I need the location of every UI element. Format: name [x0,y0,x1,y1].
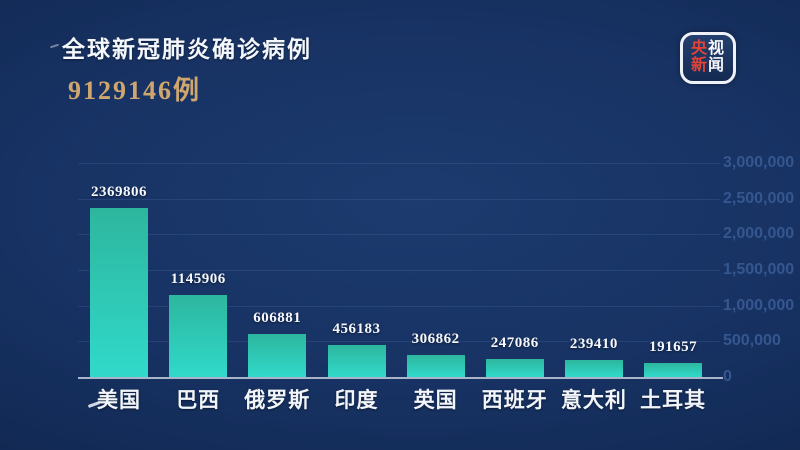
logo-line-1: 央 视 [690,40,726,58]
cctv-news-logo: 央 视 新 闻 [680,32,736,84]
logo-char: 央 [690,40,708,58]
gridline [78,305,720,307]
x-axis-label: 土耳其 [640,389,707,412]
logo-char: 视 [708,40,726,58]
bar-意大利 [564,359,623,377]
y-axis-tick-label: 500,000 [723,332,781,350]
watermark-artifact [49,43,60,49]
bar-土耳其 [644,363,703,377]
x-axis-label: 俄罗斯 [244,389,311,412]
y-axis-tick-label: 1,000,000 [723,296,795,314]
bar-英国 [406,355,465,377]
y-axis-tick-label: 2,000,000 [723,225,795,243]
bar-value-label: 191657 [649,339,698,356]
x-axis-label: 巴西 [176,389,221,412]
bar-美国 [90,208,148,377]
page-title: 全球新冠肺炎确诊病例 [62,36,312,62]
bar-value-label: 2369806 [91,184,147,200]
x-axis-label: 西班牙 [481,389,548,412]
x-axis-line [78,377,723,379]
gridline [78,234,720,236]
bar-印度 [327,344,386,377]
bar-value-label: 239410 [569,335,618,352]
logo-char: 新 [690,57,708,74]
x-axis-label: 美国 [97,389,141,412]
x-axis-label: 英国 [413,389,458,412]
gridline [78,341,720,343]
gridline [78,270,720,271]
gridline [78,198,720,200]
bar-value-label: 306862 [411,331,460,348]
bar-value-label: 606881 [253,309,302,326]
y-axis-tick-label: 1,500,000 [723,261,795,278]
y-axis-tick-label: 0 [723,368,732,385]
bar-value-label: 456183 [332,320,381,337]
logo-line-2: 新 闻 [690,57,726,75]
bar-value-label: 1145906 [170,271,226,288]
bar-西班牙 [485,359,544,377]
x-axis-label: 意大利 [560,389,627,412]
bar-巴西 [169,295,228,377]
total-cases-value: 9129146例 [68,76,202,105]
y-axis-tick-label: 3,000,000 [723,154,795,171]
bar-value-label: 247086 [490,335,539,352]
x-axis-label: 印度 [334,389,379,412]
gridline [78,163,720,164]
y-axis-tick-label: 2,500,000 [723,189,795,207]
bar-俄罗斯 [248,333,307,377]
logo-char: 闻 [708,57,726,74]
